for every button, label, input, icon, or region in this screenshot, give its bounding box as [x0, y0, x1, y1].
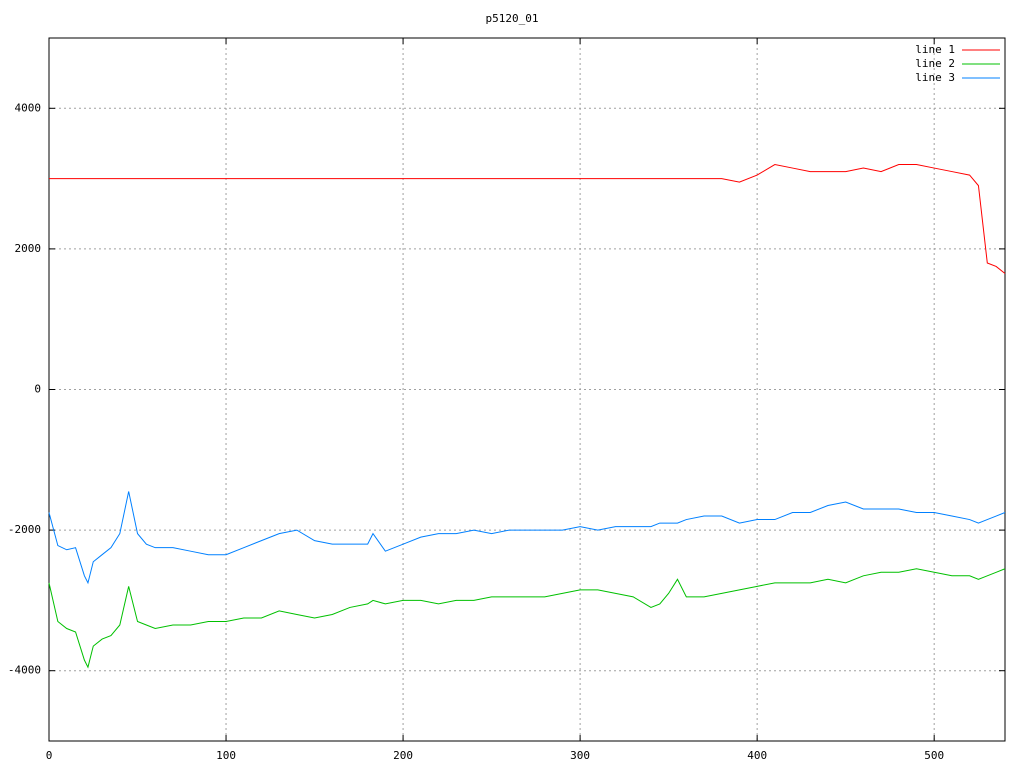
series-line: [48, 568, 1006, 669]
legend-label: line 1: [915, 43, 955, 56]
series-line: [49, 164, 1006, 274]
series-line: [48, 491, 1006, 585]
x-tick-label: 300: [570, 749, 590, 762]
x-tick-label: 500: [924, 749, 944, 762]
y-tick-label: -4000: [8, 664, 41, 677]
legend-label: line 3: [915, 71, 955, 84]
x-tick-label: 200: [393, 749, 413, 762]
y-tick-label: 0: [34, 383, 41, 396]
y-tick-label: 2000: [15, 242, 42, 255]
plot-border: [48, 37, 1006, 742]
x-tick-label: 100: [216, 749, 236, 762]
y-tick-label: -2000: [8, 523, 41, 536]
x-tick-label: 0: [46, 749, 53, 762]
x-tick-label: 400: [747, 749, 767, 762]
y-tick-label: 4000: [15, 101, 42, 114]
chart-title: p5120_01: [486, 12, 539, 25]
legend-label: line 2: [915, 57, 955, 70]
